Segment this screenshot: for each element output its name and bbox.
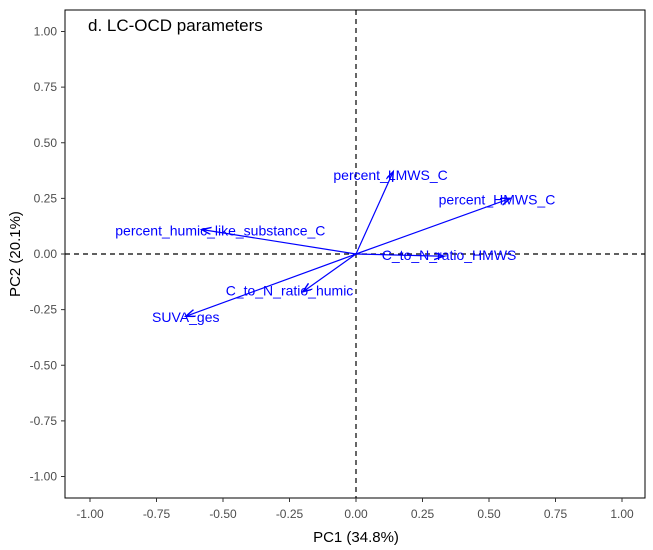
y-tick-label: -0.50	[30, 358, 58, 372]
x-tick-label: -0.75	[143, 507, 171, 521]
loading-vector	[355, 254, 444, 256]
loading-vector	[202, 230, 357, 255]
loading-vector	[186, 253, 357, 316]
y-tick-label: -0.25	[30, 303, 58, 317]
x-tick-label: 0.75	[544, 507, 568, 521]
loading-vector	[355, 172, 393, 255]
y-axis-title: PC2 (20.1%)	[7, 211, 24, 297]
y-tick-label: 0.00	[34, 247, 58, 261]
x-tick-label: 0.50	[477, 507, 501, 521]
x-tick-label: -1.00	[76, 507, 104, 521]
loading-vector	[303, 253, 357, 292]
vector-label: SUVA_ges	[152, 309, 219, 325]
x-tick-label: 1.00	[610, 507, 634, 521]
vector-label: percent_HMWS_C	[439, 191, 556, 207]
x-tick-label: 0.00	[344, 507, 368, 521]
axes-layer: -1.00 -0.75 -0.50 -0.25 0.00 0.25 0.50 0.75 1.00…	[30, 25, 634, 522]
chart-title: d. LC-OCD parameters	[88, 16, 263, 35]
y-tick-label: 0.25	[34, 191, 58, 205]
y-tick-label: 0.75	[34, 80, 58, 94]
x-tick-label: 0.25	[411, 507, 435, 521]
vector-label: percent_humic_like_substance_C	[115, 222, 325, 238]
vector-label: C_to_N_ratio_humic	[226, 283, 354, 299]
vector-label: C_to_N_ratio_HMWS	[382, 247, 517, 263]
vector-layer: percent_LMWS_C percent_HMWS_C percent_humi…	[115, 167, 555, 325]
y-tick-label: 1.00	[34, 25, 58, 39]
y-tick-label: 0.50	[34, 136, 58, 150]
vector-label: percent_LMWS_C	[333, 167, 447, 183]
y-tick-label: -0.75	[30, 414, 58, 428]
x-tick-label: -0.25	[276, 507, 304, 521]
x-tick-label: -0.50	[209, 507, 237, 521]
loading-vector	[355, 198, 510, 255]
y-tick-label: -1.00	[30, 470, 58, 484]
x-axis-title: PC1 (34.8%)	[313, 529, 399, 546]
